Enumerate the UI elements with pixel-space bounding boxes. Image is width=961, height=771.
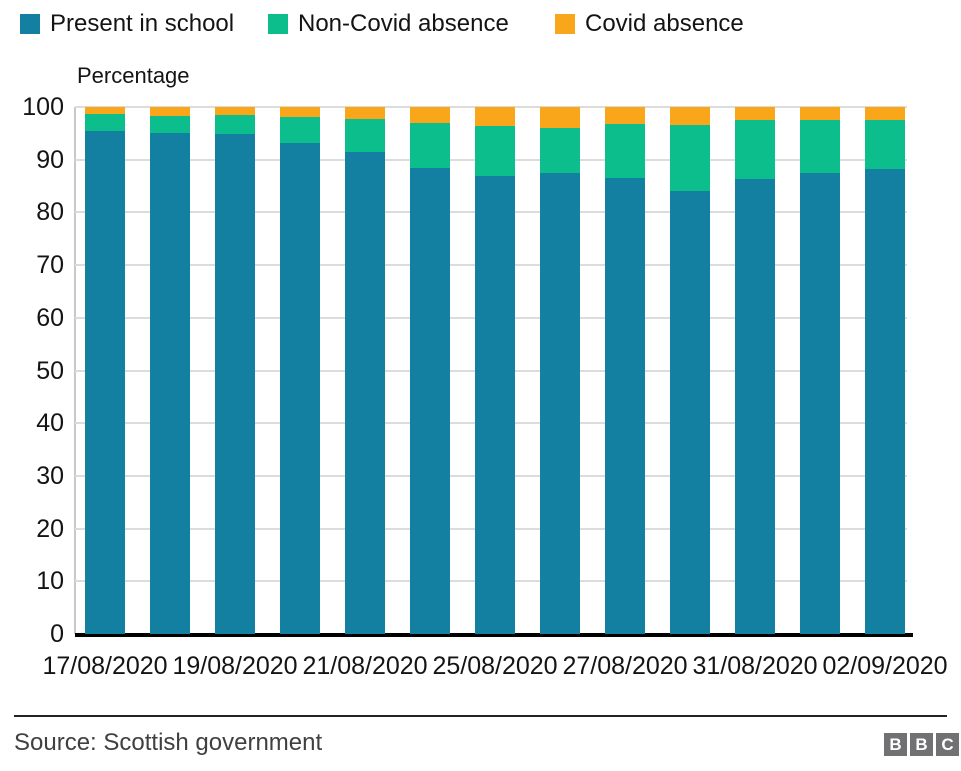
y-axis-title: Percentage [77,63,190,88]
bar-10-segment-covid-absence [670,107,710,125]
bar-5-segment-non-covid-absence [345,118,385,152]
legend-swatch-covid-absence [555,14,575,34]
x-axis-line [75,633,913,637]
y-tick-label-90: 90 [36,146,64,174]
bar-2 [150,107,190,634]
footer-divider [14,715,947,717]
bar-4-segment-non-covid-absence [280,116,320,143]
y-tick-label-60: 60 [36,304,64,332]
bar-5-segment-covid-absence [345,107,385,119]
bar-11-segment-non-covid-absence [735,120,775,180]
bar-12-segment-non-covid-absence [800,120,840,174]
bar-11-segment-present-in-school [735,179,775,634]
bar-8-segment-covid-absence [540,107,580,129]
legend-label: Present in school [50,10,235,37]
bbc-logo-block-1: B [884,733,907,756]
bar-12-segment-covid-absence [800,107,840,121]
bar-10-segment-present-in-school [670,191,710,634]
bar-6-segment-non-covid-absence [410,122,450,168]
bar-12-segment-present-in-school [800,173,840,634]
x-tick-label-19-08-2020: 19/08/2020 [172,652,298,680]
y-tick-label-100: 100 [22,93,64,121]
bbc-logo-block-3: C [936,733,959,756]
bar-7-segment-non-covid-absence [475,125,515,177]
bar-7 [475,107,515,634]
bar-2-segment-covid-absence [150,107,190,116]
x-tick-label-31-08-2020: 31/08/2020 [692,652,818,680]
x-tick-label-21-08-2020: 21/08/2020 [302,652,428,680]
bar-11 [735,107,775,634]
x-axis-labels: 17/08/2020 19/08/2020 21/08/2020 25/08/2020… [42,652,961,682]
bar-8-segment-non-covid-absence [540,128,580,174]
y-tick-label-30: 30 [36,462,64,490]
bar-1-segment-covid-absence [85,107,125,114]
bar-13 [865,107,905,634]
gridline-100 [75,106,907,108]
bar-13-segment-covid-absence [865,107,905,121]
bar-1 [85,107,125,634]
bbc-logo-block-2: B [910,733,933,756]
bar-6-segment-covid-absence [410,107,450,123]
bar-9-segment-present-in-school [605,178,645,634]
bar-4-segment-covid-absence [280,107,320,117]
bar-8-segment-present-in-school [540,173,580,634]
source-text: Source: Scottish government [14,729,323,756]
y-tick-label-0: 0 [50,620,64,648]
bar-5 [345,107,385,634]
bar-7-segment-covid-absence [475,107,515,126]
bar-2-segment-non-covid-absence [150,115,190,133]
legend-item-present-in-school: Present in school [20,10,234,38]
y-tick-label-20: 20 [36,515,64,543]
bar-1-segment-non-covid-absence [85,113,125,131]
bar-9-segment-non-covid-absence [605,124,645,179]
bar-3-segment-present-in-school [215,134,255,634]
y-tick-label-70: 70 [36,251,64,279]
x-tick-label-02-09-2020: 02/09/2020 [822,652,948,680]
y-tick-label-80: 80 [36,198,64,226]
x-tick-label-25-08-2020: 25/08/2020 [432,652,558,680]
bar-8 [540,107,580,634]
bar-5-segment-present-in-school [345,151,385,634]
bar-9 [605,107,645,634]
legend-item-non-covid-absence: Non-Covid absence [268,10,509,38]
bar-3-segment-non-covid-absence [215,115,255,135]
bar-1-segment-present-in-school [85,130,125,634]
y-tick-label-10: 10 [36,567,64,595]
bar-7-segment-present-in-school [475,176,515,634]
bar-13-segment-non-covid-absence [865,120,905,169]
bar-10 [670,107,710,634]
x-tick-label-17-08-2020: 17/08/2020 [42,652,168,680]
bar-6-segment-present-in-school [410,167,450,634]
legend-label: Covid absence [585,10,744,37]
bar-11-segment-covid-absence [735,107,775,121]
bar-4-segment-present-in-school [280,142,320,634]
legend-swatch-non-covid-absence [268,14,288,34]
bar-12 [800,107,840,634]
bar-13-segment-present-in-school [865,168,905,634]
bar-9-segment-covid-absence [605,107,645,125]
y-axis-labels: 0 10 20 30 40 50 60 70 80 90 100 [0,93,64,648]
bar-3-segment-covid-absence [215,107,255,116]
legend-item-covid-absence: Covid absence [555,10,744,38]
legend-label: Non-Covid absence [298,10,509,37]
legend-swatch-present-in-school [20,14,40,34]
legend: Present in school Non-Covid absence Covid … [20,10,940,38]
x-tick-label-27-08-2020: 27/08/2020 [562,652,688,680]
y-tick-label-50: 50 [36,357,64,385]
y-tick-label-40: 40 [36,409,64,437]
bar-6 [410,107,450,634]
bar-3 [215,107,255,634]
bar-10-segment-non-covid-absence [670,124,710,192]
bar-2-segment-present-in-school [150,132,190,634]
bar-4 [280,107,320,634]
plot-area [75,106,913,637]
